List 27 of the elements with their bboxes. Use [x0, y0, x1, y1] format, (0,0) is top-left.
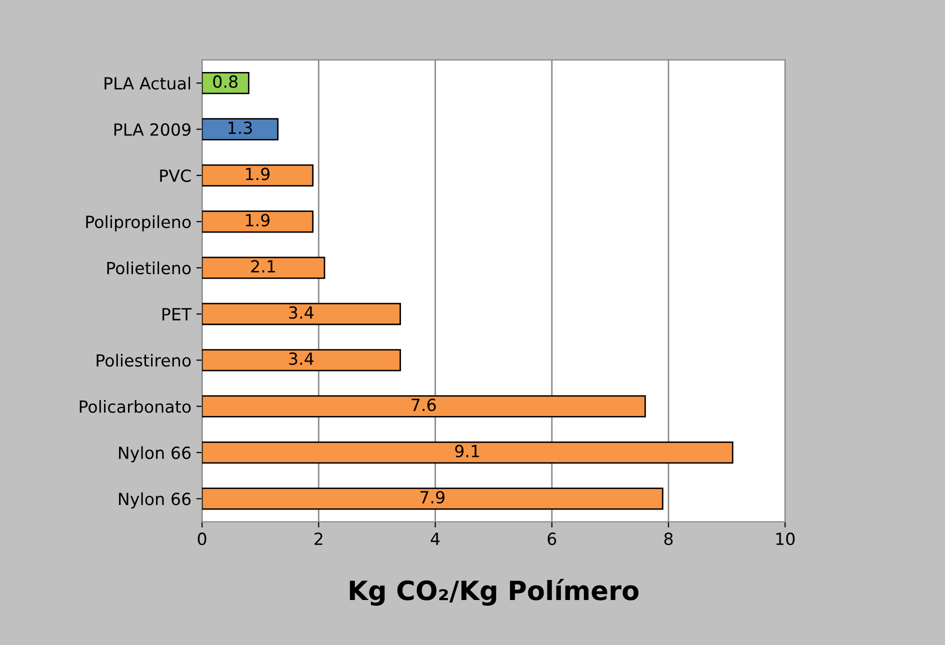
data-label: 9.1 [455, 444, 480, 458]
y-tick-label: Polipropileno [86, 215, 191, 232]
x-tick-label: 8 [664, 532, 673, 546]
y-tick-label: PLA 2009 [114, 123, 190, 136]
data-label: 0.8 [213, 75, 238, 88]
data-label: 2.1 [251, 260, 275, 272]
x-tick-label: 2 [314, 532, 322, 545]
y-tick-label: PVC [160, 169, 191, 182]
y-tick-label: Nylon 66 [119, 492, 191, 509]
data-label: 3.4 [289, 306, 314, 319]
x-tick-label: 6 [548, 532, 556, 546]
data-label: 1.9 [246, 168, 270, 180]
data-label: 7.9 [420, 490, 444, 504]
x-tick-label: 4 [430, 532, 440, 545]
x-axis-title: Kg CO₂/Kg Polímero [350, 578, 639, 606]
y-tick-label: PET [162, 308, 192, 320]
y-tick-label: Poliestireno [96, 354, 191, 367]
x-tick-label: 10 [776, 532, 795, 546]
y-tick-label: Polietileno [107, 261, 191, 274]
data-label: 1.3 [228, 121, 252, 134]
data-label: 1.9 [246, 214, 270, 226]
y-tick-label: Nylon 66 [119, 446, 191, 462]
y-tick-label: PLA Actual [104, 76, 190, 90]
data-label: 3.4 [289, 352, 314, 366]
data-label: 7.6 [412, 398, 436, 412]
x-tick-label: 0 [198, 532, 206, 546]
y-tick-label: Policarbonato [80, 400, 191, 413]
